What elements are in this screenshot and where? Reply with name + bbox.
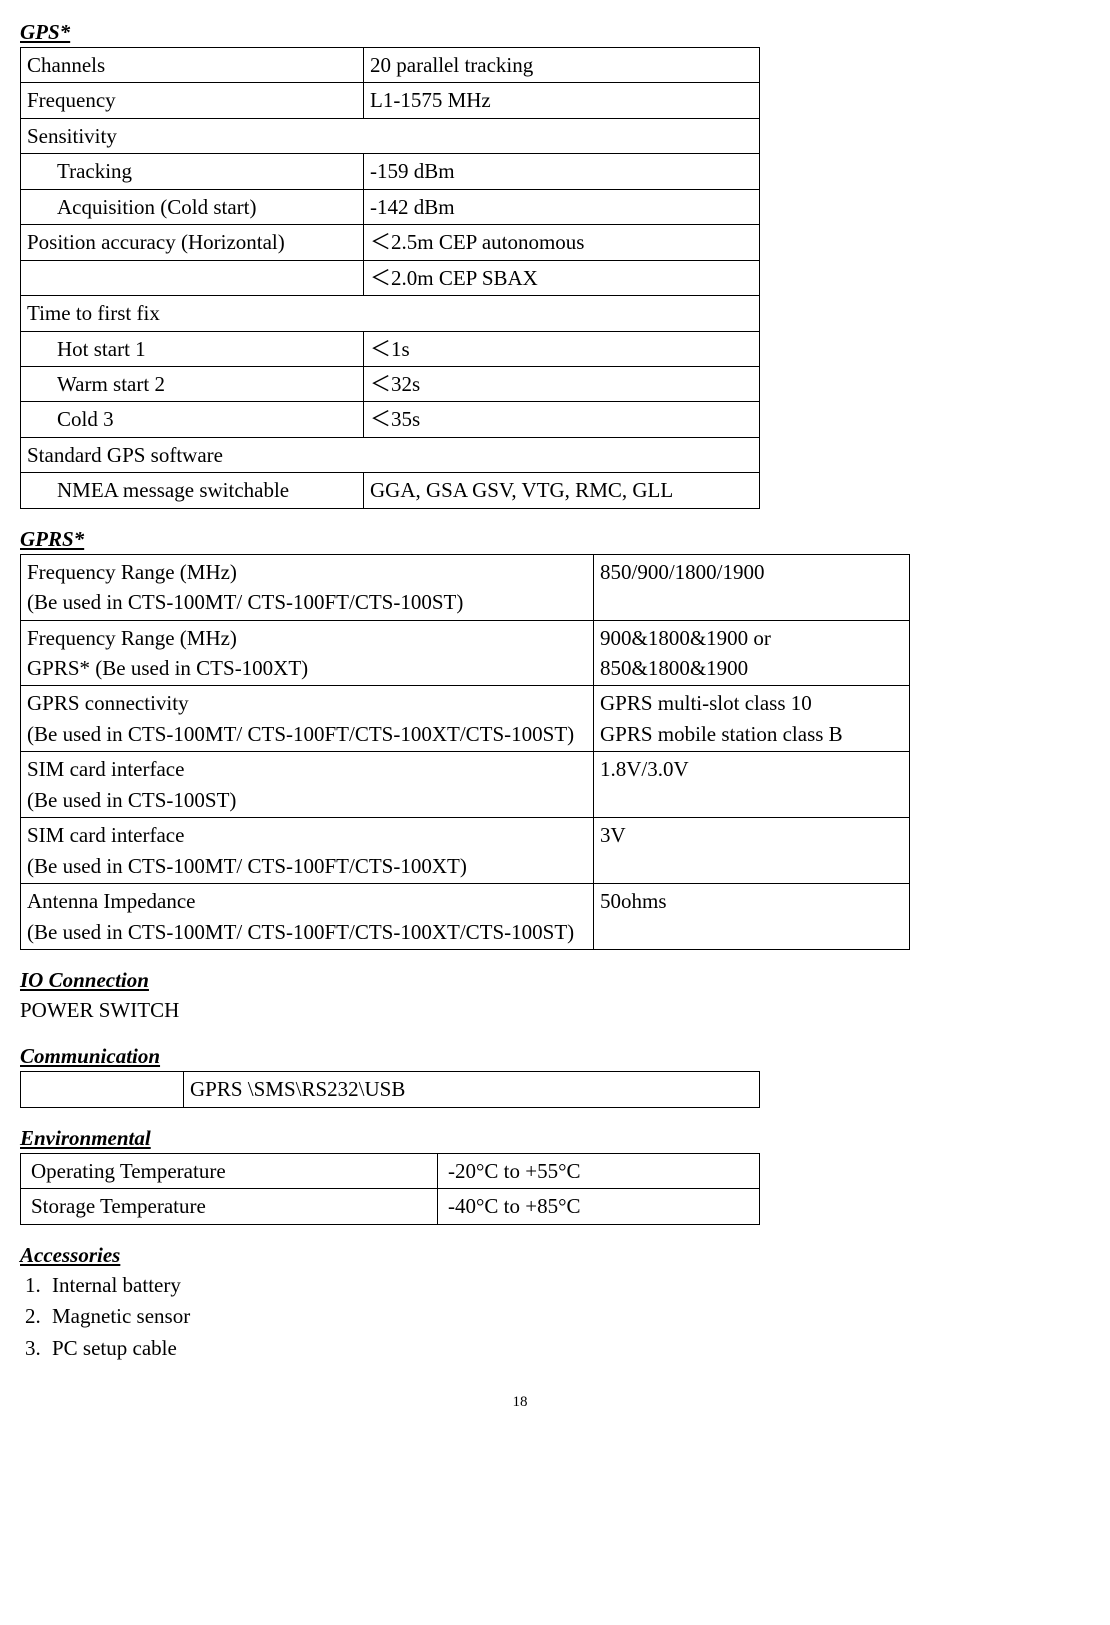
table-row: Channels20 parallel tracking — [21, 48, 760, 83]
cell-value: ＜2.0m CEP SBAX — [364, 260, 760, 295]
table-row: NMEA message switchableGGA, GSA GSV, VTG… — [21, 473, 760, 508]
list-item: Internal battery — [46, 1270, 1020, 1302]
cell-value: L1-1575 MHz — [364, 83, 760, 118]
list-item: PC setup cable — [46, 1333, 1020, 1365]
cell-label: Operating Temperature — [21, 1153, 438, 1188]
cell-label: Acquisition (Cold start) — [21, 189, 364, 224]
cell-value: GGA, GSA GSV, VTG, RMC, GLL — [364, 473, 760, 508]
cell-label: Frequency — [21, 83, 364, 118]
cell-label: Frequency Range (MHz) GPRS* (Be used in … — [21, 620, 594, 686]
table-row: SIM card interface (Be used in CTS-100MT… — [21, 818, 910, 884]
page-number: 18 — [20, 1394, 1020, 1411]
table-row: Time to first fix — [21, 296, 760, 331]
accessories-heading: Accessories — [20, 1243, 1020, 1268]
table-row: FrequencyL1-1575 MHz — [21, 83, 760, 118]
env-table: Operating Temperature-20°C to +55°CStora… — [20, 1153, 760, 1225]
gps-table: Channels20 parallel trackingFrequencyL1-… — [20, 47, 760, 509]
list-item: Magnetic sensor — [46, 1301, 1020, 1333]
cell-value: ＜1s — [364, 331, 760, 366]
table-row: Hot start 1＜1s — [21, 331, 760, 366]
table-row: GPRS connectivity (Be used in CTS-100MT/… — [21, 686, 910, 752]
table-row: Antenna Impedance (Be used in CTS-100MT/… — [21, 884, 910, 950]
comm-col2: GPRS \SMS\RS232\USB — [184, 1072, 760, 1107]
table-row: Acquisition (Cold start)-142 dBm — [21, 189, 760, 224]
gps-heading: GPS* — [20, 20, 1020, 45]
cell-value: -142 dBm — [364, 189, 760, 224]
table-row: Warm start 2＜32s — [21, 366, 760, 401]
cell-label — [21, 260, 364, 295]
cell-label: GPRS connectivity (Be used in CTS-100MT/… — [21, 686, 594, 752]
cell-label: SIM card interface (Be used in CTS-100ST… — [21, 752, 594, 818]
cell-value: -40°C to +85°C — [438, 1189, 760, 1224]
table-row: Frequency Range (MHz) GPRS* (Be used in … — [21, 620, 910, 686]
comm-heading: Communication — [20, 1044, 1020, 1069]
cell-value: ＜32s — [364, 366, 760, 401]
cell-label: Antenna Impedance (Be used in CTS-100MT/… — [21, 884, 594, 950]
table-row: Cold 3＜35s — [21, 402, 760, 437]
cell-value: 850/900/1800/1900 — [594, 554, 910, 620]
comm-table: GPRS \SMS\RS232\USB — [20, 1071, 760, 1107]
cell-label: Position accuracy (Horizontal) — [21, 225, 364, 260]
cell-label: Channels — [21, 48, 364, 83]
table-row: Operating Temperature-20°C to +55°C — [21, 1153, 760, 1188]
cell-label: SIM card interface (Be used in CTS-100MT… — [21, 818, 594, 884]
cell-label: Storage Temperature — [21, 1189, 438, 1224]
cell-label: Cold 3 — [21, 402, 364, 437]
cell-value: 900&1800&1900 or 850&1800&1900 — [594, 620, 910, 686]
cell-value: ＜2.5m CEP autonomous — [364, 225, 760, 260]
cell-value: 3V — [594, 818, 910, 884]
cell-value: -20°C to +55°C — [438, 1153, 760, 1188]
io-heading: IO Connection — [20, 968, 1020, 993]
cell-label: Standard GPS software — [21, 437, 760, 472]
accessories-list: Internal batteryMagnetic sensorPC setup … — [20, 1270, 1020, 1365]
table-row: GPRS \SMS\RS232\USB — [21, 1072, 760, 1107]
cell-value: 20 parallel tracking — [364, 48, 760, 83]
env-heading: Environmental — [20, 1126, 1020, 1151]
cell-label: Tracking — [21, 154, 364, 189]
table-row: ＜2.0m CEP SBAX — [21, 260, 760, 295]
cell-value: 1.8V/3.0V — [594, 752, 910, 818]
gprs-heading: GPRS* — [20, 527, 1020, 552]
comm-col1 — [21, 1072, 184, 1107]
cell-label: Frequency Range (MHz) (Be used in CTS-10… — [21, 554, 594, 620]
io-text: POWER SWITCH — [20, 995, 1020, 1027]
table-row: Tracking-159 dBm — [21, 154, 760, 189]
gps-tbody: Channels20 parallel trackingFrequencyL1-… — [21, 48, 760, 509]
cell-value: GPRS multi-slot class 10 GPRS mobile sta… — [594, 686, 910, 752]
cell-label: Sensitivity — [21, 118, 760, 153]
cell-value: 50ohms — [594, 884, 910, 950]
table-row: Sensitivity — [21, 118, 760, 153]
table-row: Frequency Range (MHz) (Be used in CTS-10… — [21, 554, 910, 620]
gprs-table: Frequency Range (MHz) (Be used in CTS-10… — [20, 554, 910, 950]
table-row: Standard GPS software — [21, 437, 760, 472]
cell-label: Warm start 2 — [21, 366, 364, 401]
table-row: Position accuracy (Horizontal)＜2.5m CEP … — [21, 225, 760, 260]
table-row: Storage Temperature-40°C to +85°C — [21, 1189, 760, 1224]
cell-value: -159 dBm — [364, 154, 760, 189]
gprs-tbody: Frequency Range (MHz) (Be used in CTS-10… — [21, 554, 910, 949]
cell-label: Hot start 1 — [21, 331, 364, 366]
cell-label: Time to first fix — [21, 296, 760, 331]
cell-label: NMEA message switchable — [21, 473, 364, 508]
table-row: SIM card interface (Be used in CTS-100ST… — [21, 752, 910, 818]
cell-value: ＜35s — [364, 402, 760, 437]
env-tbody: Operating Temperature-20°C to +55°CStora… — [21, 1153, 760, 1224]
